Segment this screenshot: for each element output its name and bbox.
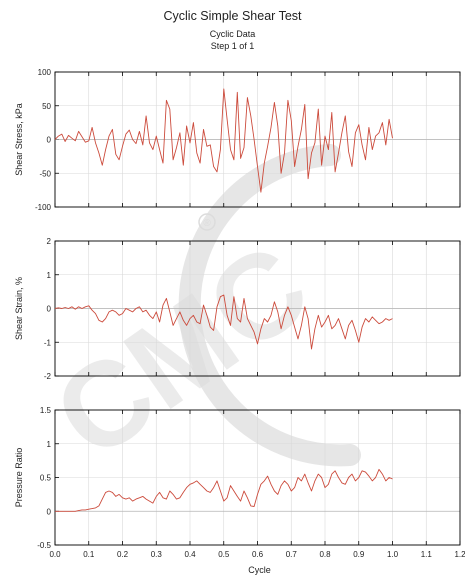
y-tick-label: -50 [39,169,51,178]
x-tick-label: 0.9 [353,550,365,559]
x-tick-label: 0.1 [83,550,95,559]
y-axis-label: Shear Strain, % [14,277,24,340]
y-axis-label: Pressure Ratio [14,448,24,508]
x-tick-label: 0.6 [252,550,264,559]
x-tick-label: 0.2 [117,550,129,559]
y-axis-label: Shear Stress, kPa [14,103,24,176]
y-tick-label: 0 [47,136,52,145]
x-tick-label: 0.3 [151,550,163,559]
watermark-registered-circle [198,213,216,231]
y-tick-label: 0 [47,305,52,314]
chart-panel-1: -100 -50 0 50 100 Shear Stress, kPa [14,68,461,212]
y-tick-label: -0.5 [37,541,51,550]
x-tick-label: 1.1 [421,550,433,559]
x-tick-label: 0.8 [319,550,331,559]
y-tick-label: 0.5 [40,474,52,483]
y-tick-label: -2 [44,372,52,381]
y-tick-label: 50 [42,102,51,111]
chart-title: Cyclic Simple Shear Test [163,9,302,23]
x-tick-label: 0.0 [49,550,61,559]
x-tick-label: 0.5 [218,550,230,559]
watermark-registered-mark: ® [203,218,211,229]
y-tick-label: 1.5 [40,406,52,415]
x-tick-label: 1.2 [454,550,465,559]
data-series-line [55,468,393,512]
chart-panel-3: -0.5 0 0.5 1 1.5 Pressure Ratio 0.0 0.1 0.2 0.3 0.… [14,406,465,575]
y-tick-label: -100 [35,203,52,212]
chart-subtitle-step: Step 1 of 1 [210,41,255,51]
plot-frame [54,409,461,546]
x-tick-label: 0.7 [286,550,298,559]
y-tick-label: 1 [47,440,52,449]
y-tick-label: 2 [47,237,52,246]
data-series-line [54,88,393,193]
x-axis-label: Cycle [248,565,271,575]
x-tick-label: 0.4 [184,550,196,559]
x-tick-label: 1.0 [387,550,399,559]
y-tick-label: 100 [38,68,52,77]
chart-panel-2: -2 -1 0 1 2 Shear Strain, % [14,237,461,381]
y-tick-label: 1 [47,271,52,280]
chart-subtitle-data: Cyclic Data [209,29,256,39]
y-tick-label: 0 [47,507,52,516]
data-series-line [54,294,393,350]
y-tick-label: -1 [44,338,52,347]
